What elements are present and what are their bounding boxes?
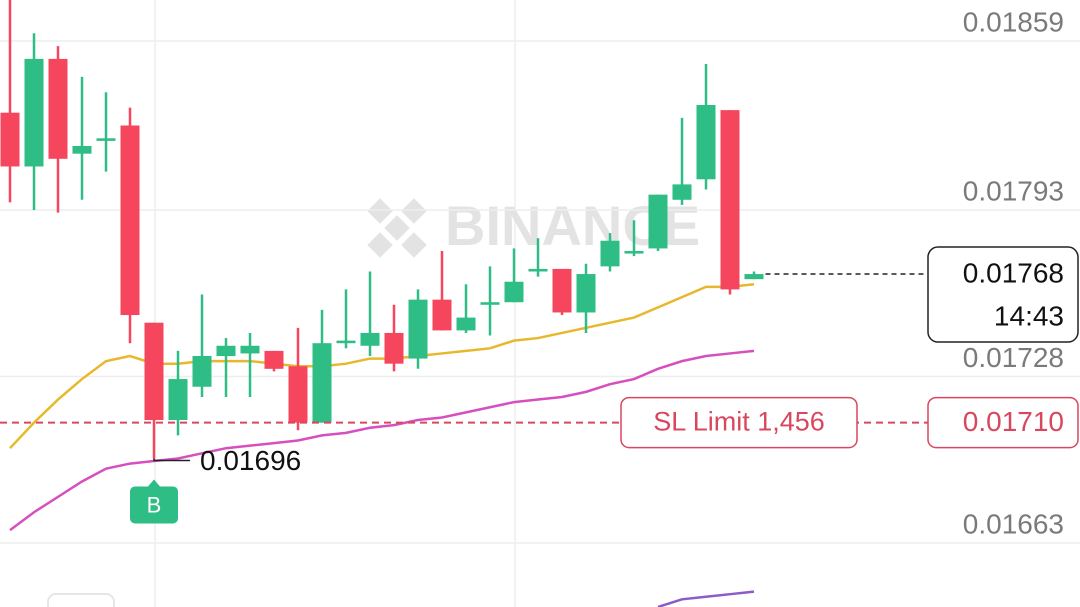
- candle-body: [192, 356, 212, 387]
- candle-body: [288, 366, 308, 423]
- ma-line: [9, 283, 755, 450]
- candle-body: [168, 379, 188, 421]
- low-label: 0.01696: [200, 445, 301, 476]
- candle-body: [576, 274, 596, 313]
- ma-line: [657, 590, 755, 607]
- candle-body: [720, 110, 740, 290]
- grid: [0, 40, 1080, 544]
- low-marker: [153, 458, 190, 462]
- candle-body: [240, 345, 260, 354]
- candle-body: [744, 274, 764, 280]
- candle-body: [408, 299, 428, 359]
- overlay: 0.01859 0.01793 0.01728 0.01663 0.01696 B SL L…: [0, 6, 1079, 539]
- order-price-box: [927, 396, 1079, 449]
- candle-body: [48, 58, 68, 159]
- watermark-logo: [367, 198, 427, 258]
- candle-body: [120, 125, 140, 316]
- candle-body: [96, 138, 116, 141]
- candle-body: [696, 105, 716, 180]
- current-price-label: 0.01768: [963, 257, 1064, 288]
- countdown-label: 14:43: [994, 300, 1064, 331]
- y-tick-label: 0.01728: [963, 342, 1064, 373]
- trade-marker-label: B: [147, 492, 162, 517]
- candle-body: [384, 332, 404, 364]
- indicator-lines: [9, 283, 755, 607]
- candle-body: [648, 194, 668, 249]
- candle-body: [336, 340, 356, 344]
- candle-body: [72, 145, 92, 154]
- order-label-box: [620, 396, 858, 449]
- y-tick-label: 0.01793: [963, 175, 1064, 206]
- candle-body: [552, 268, 572, 313]
- trade-marker: B: [130, 479, 178, 524]
- candle-body: [264, 350, 284, 369]
- y-tick-label: 0.01663: [963, 508, 1064, 539]
- trade-marker-shape: [130, 479, 178, 524]
- candle-body: [624, 250, 644, 254]
- order-price-label: 0.01710: [963, 406, 1064, 437]
- candle-body: [432, 299, 452, 331]
- candle-body: [144, 322, 164, 421]
- candle-body: [456, 317, 476, 331]
- candle-body: [480, 302, 500, 305]
- candle-body: [216, 345, 236, 357]
- candle-body: [672, 184, 692, 200]
- candle-body: [312, 343, 332, 423]
- candle-body: [24, 58, 44, 167]
- toolbar-button[interactable]: [47, 593, 115, 607]
- ma-line: [9, 349, 755, 532]
- y-tick-label: 0.01859: [963, 6, 1064, 37]
- candle-body: [0, 112, 20, 167]
- current-price-box: [927, 246, 1079, 343]
- candle-body: [528, 268, 548, 272]
- candles: [0, 0, 764, 459]
- candle-body: [600, 240, 620, 267]
- watermark: BINANCE: [367, 194, 700, 258]
- candle-body: [360, 332, 380, 346]
- order-label: SL Limit 1,456: [653, 407, 825, 437]
- candle-body: [504, 281, 524, 303]
